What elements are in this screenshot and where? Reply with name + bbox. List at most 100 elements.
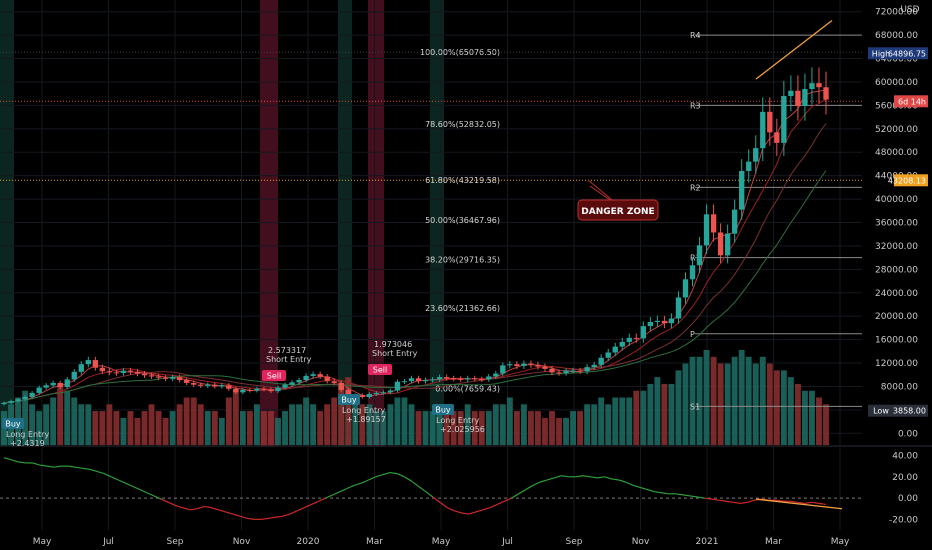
candle-body	[429, 379, 436, 381]
volume-bar	[162, 417, 169, 445]
moving-average	[3, 170, 827, 404]
oscillator-segment	[32, 462, 40, 466]
candle	[219, 383, 225, 389]
candle-body	[514, 364, 520, 366]
candle-body	[612, 346, 618, 353]
oscillator-segment	[46, 465, 55, 468]
volume-bar	[823, 404, 829, 445]
oscillator-segment	[68, 465, 76, 468]
annotation-pointer	[587, 179, 613, 201]
candle-body	[731, 209, 738, 234]
signal-sub: +2.025956	[440, 425, 485, 434]
candle-body	[162, 377, 169, 379]
candle	[282, 382, 288, 390]
pivot-label: R4	[690, 31, 701, 40]
candle	[422, 377, 429, 384]
candle	[788, 75, 794, 112]
oscillator-segment	[468, 511, 476, 515]
volume-bar	[682, 363, 689, 445]
candle-body	[240, 389, 246, 393]
oscillator-segment	[354, 482, 362, 486]
oscillator-segment	[797, 501, 805, 504]
oscillator-segment	[561, 475, 569, 478]
candle-body	[528, 363, 534, 365]
candle	[514, 361, 520, 369]
signal-sub: Short Entry	[266, 355, 312, 364]
oscillator-segment	[389, 471, 398, 475]
oscillator-segment	[547, 477, 555, 481]
oscillator-segment	[432, 496, 441, 503]
badge-value-bg	[894, 47, 928, 60]
volume-bar	[619, 397, 626, 445]
candle	[570, 367, 576, 374]
candle	[795, 75, 801, 121]
candle-body	[472, 378, 478, 380]
volume-bar	[647, 383, 654, 445]
oscillator-segment	[110, 476, 119, 481]
signal-sub: 2.573317	[268, 346, 306, 355]
oscillator-segment	[118, 479, 126, 484]
candle-body	[282, 384, 288, 388]
oscillator-segment	[403, 476, 412, 482]
volume-bar	[176, 404, 183, 445]
candle	[746, 149, 752, 183]
candle-body	[310, 374, 316, 376]
signal-badge	[2, 418, 24, 429]
candle-body	[563, 370, 569, 373]
fib-label: 50.00%(36467.96)	[425, 216, 500, 225]
candle	[647, 317, 654, 331]
x-tick-label: May	[432, 537, 451, 547]
volume-bar	[232, 390, 239, 445]
y-tick-label: 48000.00	[875, 148, 918, 158]
oscillator-segment	[632, 484, 641, 489]
volume-bar	[359, 404, 366, 445]
candle	[289, 380, 295, 387]
volume-bar	[696, 356, 703, 445]
volume-bar	[345, 377, 352, 445]
oscillator-segment	[18, 461, 26, 464]
candle	[654, 315, 661, 328]
volume-bar	[577, 411, 584, 445]
candle	[303, 373, 309, 383]
badge-value: 43208.13	[888, 176, 926, 185]
candle-body	[317, 374, 323, 377]
candle	[8, 399, 14, 405]
candle-body	[823, 87, 829, 100]
candle-body	[212, 384, 218, 387]
oscillator-segment	[318, 497, 326, 502]
candle	[169, 374, 176, 382]
badge-value: 6d 14h	[898, 97, 926, 106]
oscillator-segment	[418, 485, 427, 493]
volume-bar	[808, 390, 815, 445]
volume-bar	[225, 397, 232, 445]
signal-text: Buy	[341, 396, 357, 405]
candle	[486, 373, 492, 382]
oscillator-segment	[189, 508, 198, 511]
candle-body	[570, 370, 576, 372]
candle	[415, 375, 422, 384]
oscillator-segment	[690, 495, 698, 498]
candle	[443, 374, 450, 381]
candle	[696, 236, 703, 273]
candle	[85, 356, 91, 368]
candle	[226, 383, 232, 391]
candle	[577, 367, 583, 375]
oscillator-segment	[625, 481, 634, 486]
volume-bar	[549, 411, 555, 445]
volume-bar	[675, 370, 682, 445]
candle-body	[64, 379, 70, 388]
candle	[619, 337, 625, 351]
volume-bar	[450, 411, 457, 445]
volume-bar	[239, 411, 246, 445]
volume-bar	[387, 404, 394, 445]
candle	[408, 375, 415, 384]
fib-label: 0.00%(7659.43)	[435, 384, 500, 393]
oscillator-segment	[482, 507, 491, 511]
oscillator-segment	[725, 500, 734, 503]
